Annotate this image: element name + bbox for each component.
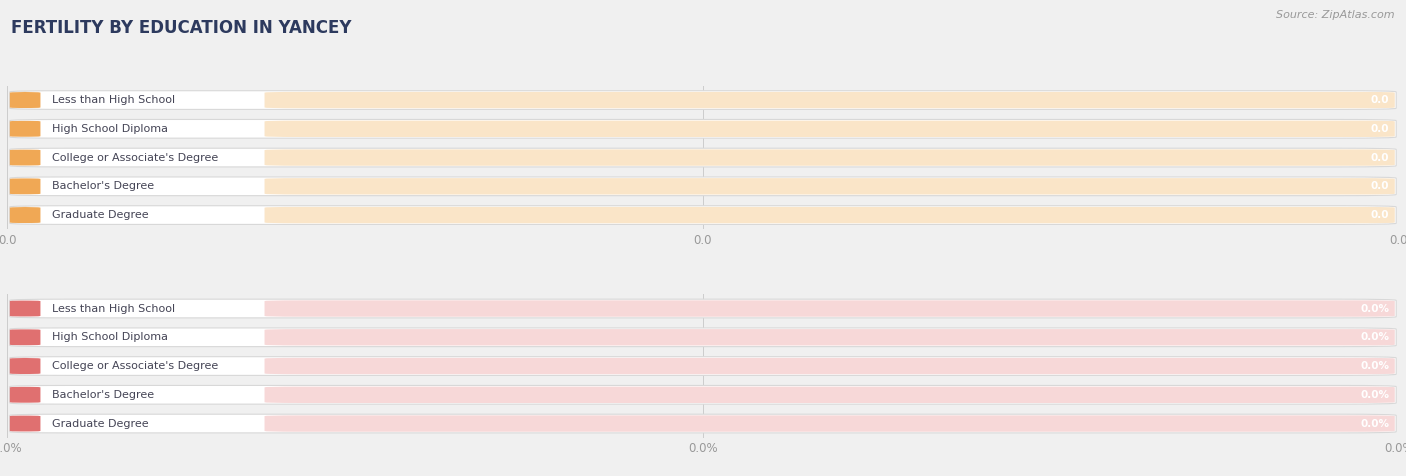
Text: Graduate Degree: Graduate Degree (52, 418, 148, 428)
FancyBboxPatch shape (10, 119, 1396, 138)
FancyBboxPatch shape (6, 300, 45, 317)
Text: 0.0%: 0.0% (1360, 332, 1389, 342)
Text: 0.0: 0.0 (1371, 124, 1389, 134)
FancyBboxPatch shape (264, 300, 1395, 317)
FancyBboxPatch shape (6, 207, 45, 223)
FancyBboxPatch shape (264, 387, 1395, 403)
Text: 0.0%: 0.0% (1360, 390, 1389, 400)
FancyBboxPatch shape (6, 92, 45, 108)
Text: Bachelor's Degree: Bachelor's Degree (52, 181, 153, 191)
Text: FERTILITY BY EDUCATION IN YANCEY: FERTILITY BY EDUCATION IN YANCEY (11, 19, 352, 37)
FancyBboxPatch shape (264, 358, 1395, 374)
Text: Bachelor's Degree: Bachelor's Degree (52, 390, 153, 400)
Text: Source: ZipAtlas.com: Source: ZipAtlas.com (1277, 10, 1395, 20)
FancyBboxPatch shape (264, 207, 1395, 223)
FancyBboxPatch shape (10, 206, 1396, 224)
FancyBboxPatch shape (10, 91, 1396, 109)
FancyBboxPatch shape (264, 92, 1395, 108)
Text: 0.0: 0.0 (1371, 153, 1389, 163)
Text: 0.0: 0.0 (1371, 210, 1389, 220)
Text: College or Associate's Degree: College or Associate's Degree (52, 153, 218, 163)
FancyBboxPatch shape (6, 178, 45, 195)
FancyBboxPatch shape (264, 178, 1395, 195)
Text: 0.0%: 0.0% (1360, 361, 1389, 371)
FancyBboxPatch shape (6, 149, 45, 166)
FancyBboxPatch shape (10, 328, 1396, 347)
FancyBboxPatch shape (6, 416, 45, 432)
Text: High School Diploma: High School Diploma (52, 124, 167, 134)
FancyBboxPatch shape (10, 357, 1396, 376)
Text: 0.0%: 0.0% (1360, 418, 1389, 428)
FancyBboxPatch shape (10, 386, 1396, 404)
FancyBboxPatch shape (10, 148, 1396, 167)
FancyBboxPatch shape (6, 387, 45, 403)
FancyBboxPatch shape (10, 299, 1396, 318)
Text: Less than High School: Less than High School (52, 95, 174, 105)
Text: 0.0: 0.0 (1371, 95, 1389, 105)
Text: 0.0: 0.0 (1371, 181, 1389, 191)
FancyBboxPatch shape (10, 177, 1396, 196)
Text: High School Diploma: High School Diploma (52, 332, 167, 342)
FancyBboxPatch shape (264, 120, 1395, 137)
FancyBboxPatch shape (264, 149, 1395, 166)
FancyBboxPatch shape (6, 329, 45, 346)
Text: Graduate Degree: Graduate Degree (52, 210, 148, 220)
Text: College or Associate's Degree: College or Associate's Degree (52, 361, 218, 371)
FancyBboxPatch shape (264, 329, 1395, 346)
Text: Less than High School: Less than High School (52, 304, 174, 314)
FancyBboxPatch shape (10, 414, 1396, 433)
FancyBboxPatch shape (6, 120, 45, 137)
FancyBboxPatch shape (264, 416, 1395, 432)
Text: 0.0%: 0.0% (1360, 304, 1389, 314)
FancyBboxPatch shape (6, 358, 45, 374)
